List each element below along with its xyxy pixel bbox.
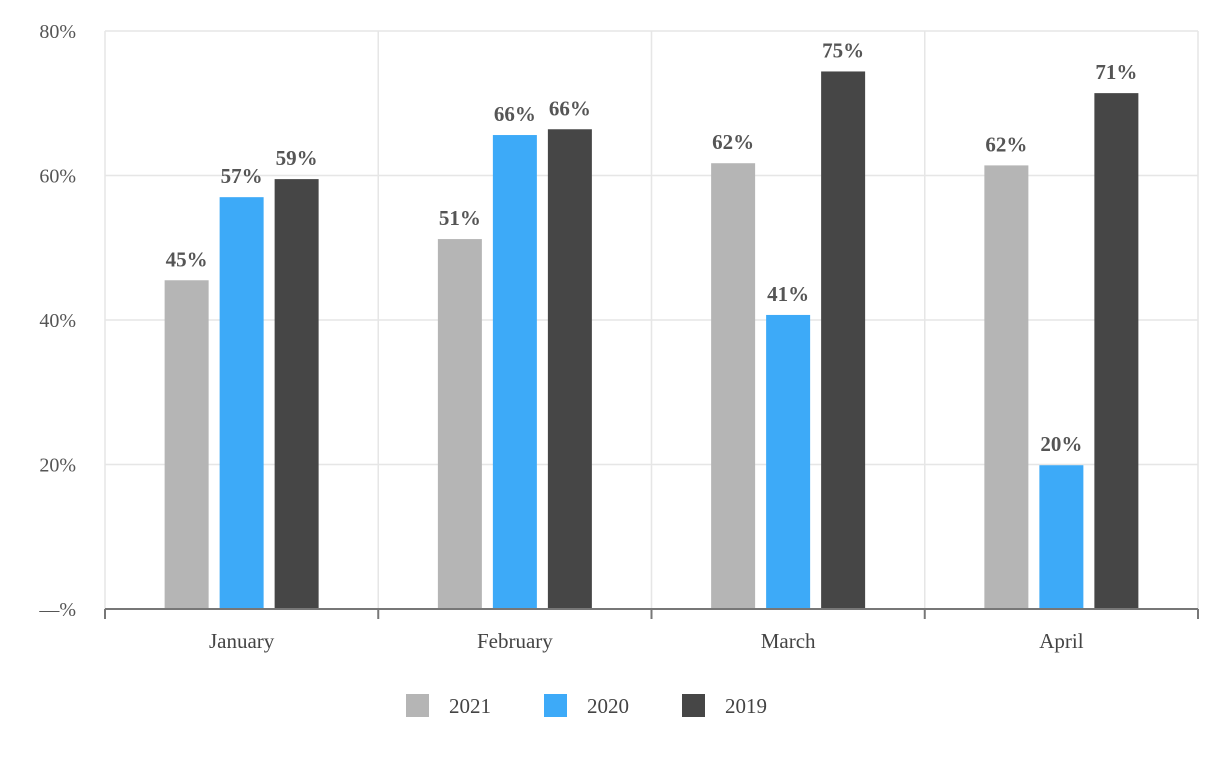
legend-item: 2020 <box>544 694 629 718</box>
y-tick-label: 80% <box>39 21 76 43</box>
legend-label: 2021 <box>449 694 491 718</box>
data-label: 59% <box>276 146 318 170</box>
data-label: 20% <box>1040 432 1082 456</box>
data-label: 62% <box>712 130 754 154</box>
data-label: 66% <box>549 96 591 120</box>
data-label: 51% <box>439 206 481 230</box>
legend-swatch <box>406 694 429 717</box>
bar <box>984 165 1029 609</box>
bar <box>1094 93 1139 609</box>
legend-item: 2021 <box>406 694 491 718</box>
y-tick-label: 20% <box>39 455 76 477</box>
bar <box>492 135 537 610</box>
bar <box>821 71 866 609</box>
bar <box>164 280 209 609</box>
grid <box>104 30 1199 609</box>
y-tick-label: —% <box>38 599 76 621</box>
bar <box>1039 465 1084 609</box>
bar <box>219 197 264 610</box>
legend-swatch <box>544 694 567 717</box>
x-tick-label: January <box>209 629 275 653</box>
legend-swatch <box>682 694 705 717</box>
data-label: 41% <box>767 282 809 306</box>
data-label: 66% <box>494 102 536 126</box>
x-tick-label: February <box>477 629 553 653</box>
data-label: 57% <box>221 164 263 188</box>
legend-label: 2020 <box>587 694 629 718</box>
bar <box>547 129 592 609</box>
bars <box>164 71 1139 610</box>
legend-item: 2019 <box>682 694 767 718</box>
data-label: 62% <box>985 132 1027 156</box>
legend: 2021 2020 2019 <box>406 694 767 718</box>
data-label: 75% <box>822 38 864 62</box>
x-tick-label: April <box>1039 629 1083 653</box>
x-tick-label: March <box>761 629 816 653</box>
y-tick-label: 60% <box>39 166 76 188</box>
y-tick-label: 40% <box>39 310 76 332</box>
data-label: 71% <box>1095 60 1137 84</box>
data-labels: 45% 57% 59% 51% 66% 66% 62% 41% 75% 62% 20% 71% <box>166 38 1138 456</box>
bar <box>274 179 319 610</box>
bar <box>711 163 756 609</box>
bar <box>766 314 811 609</box>
data-label: 45% <box>166 247 208 271</box>
bar <box>437 239 482 609</box>
legend-label: 2019 <box>725 694 767 718</box>
axes: —% 20% 40% 60% 80% January February March April <box>38 21 1199 653</box>
